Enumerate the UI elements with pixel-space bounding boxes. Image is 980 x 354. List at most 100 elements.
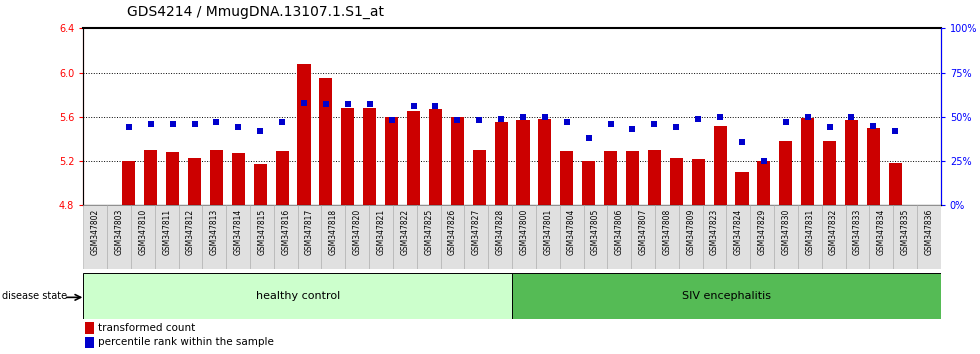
Text: GSM347808: GSM347808 [662,209,671,255]
Text: GSM347806: GSM347806 [614,209,623,255]
Text: GSM347809: GSM347809 [686,209,695,255]
Bar [429,109,442,205]
FancyBboxPatch shape [869,205,893,269]
Text: GSM347836: GSM347836 [924,209,933,255]
Bar [561,151,573,205]
Text: transformed count: transformed count [98,323,195,333]
Point [603,121,618,127]
Text: SIV encephalitis: SIV encephalitis [682,291,771,301]
Point [888,128,904,134]
FancyBboxPatch shape [83,205,107,269]
Bar [779,141,793,205]
FancyBboxPatch shape [441,205,465,269]
FancyBboxPatch shape [751,205,774,269]
Text: GSM347823: GSM347823 [710,209,719,255]
FancyBboxPatch shape [631,205,655,269]
Text: GSM347816: GSM347816 [281,209,290,255]
FancyBboxPatch shape [583,205,608,269]
Text: percentile rank within the sample: percentile rank within the sample [98,337,273,347]
Bar [144,150,158,205]
FancyBboxPatch shape [178,205,203,269]
Point [318,102,334,107]
FancyBboxPatch shape [917,205,941,269]
Text: GSM347835: GSM347835 [901,209,909,255]
Point [821,125,837,130]
Bar [758,161,770,205]
FancyBboxPatch shape [416,205,441,269]
Point [778,119,794,125]
FancyBboxPatch shape [774,205,798,269]
Text: GSM347817: GSM347817 [305,209,314,255]
Text: GSM347820: GSM347820 [353,209,362,255]
FancyBboxPatch shape [226,205,250,269]
Text: GSM347831: GSM347831 [806,209,814,255]
Point [712,114,728,120]
FancyBboxPatch shape [369,205,393,269]
Bar [889,163,902,205]
Text: GSM347824: GSM347824 [734,209,743,255]
Point [296,100,312,105]
Bar [166,152,179,205]
FancyBboxPatch shape [536,205,560,269]
Point [647,121,662,127]
Point [450,118,465,123]
Point [384,118,400,123]
Point [427,103,443,109]
Point [690,116,706,121]
FancyBboxPatch shape [893,205,917,269]
FancyBboxPatch shape [798,205,821,269]
FancyBboxPatch shape [345,205,369,269]
Bar [582,161,595,205]
Text: GSM347804: GSM347804 [567,209,576,255]
Point [143,121,159,127]
Bar [472,150,486,205]
Bar [364,108,376,205]
Bar [407,111,420,205]
Bar [669,158,683,205]
Bar [319,78,332,205]
Text: GSM347811: GSM347811 [162,209,172,255]
Text: GSM347828: GSM347828 [496,209,505,255]
Bar [516,120,529,205]
Text: GSM347815: GSM347815 [258,209,267,255]
FancyBboxPatch shape [83,273,512,319]
Bar [298,64,311,205]
Point [187,121,203,127]
Point [756,158,771,164]
FancyBboxPatch shape [703,205,726,269]
FancyBboxPatch shape [512,273,941,319]
Text: GSM347800: GSM347800 [519,209,528,255]
FancyBboxPatch shape [821,205,846,269]
Point [121,125,136,130]
FancyBboxPatch shape [846,205,869,269]
Bar [188,158,201,205]
Bar [385,117,398,205]
Text: GSM347813: GSM347813 [210,209,219,255]
Bar [254,164,267,205]
Text: GSM347801: GSM347801 [543,209,553,255]
Point [230,125,246,130]
Text: GDS4214 / MmugDNA.13107.1.S1_at: GDS4214 / MmugDNA.13107.1.S1_at [127,5,384,19]
Text: GSM347833: GSM347833 [853,209,862,255]
FancyBboxPatch shape [131,205,155,269]
Bar [275,151,289,205]
Point [340,102,356,107]
Text: GSM347805: GSM347805 [591,209,600,255]
FancyBboxPatch shape [250,205,273,269]
Bar [538,119,552,205]
Text: GSM347814: GSM347814 [233,209,243,255]
Text: GSM347802: GSM347802 [91,209,100,255]
Bar [341,108,355,205]
Point [559,119,574,125]
Point [274,119,290,125]
Bar [823,141,836,205]
Bar [735,172,749,205]
Text: GSM347812: GSM347812 [186,209,195,255]
Point [624,126,640,132]
Point [844,114,859,120]
Text: GSM347834: GSM347834 [877,209,886,255]
Point [362,102,377,107]
Text: GSM347822: GSM347822 [401,209,410,255]
Bar [801,118,814,205]
Text: healthy control: healthy control [256,291,340,301]
